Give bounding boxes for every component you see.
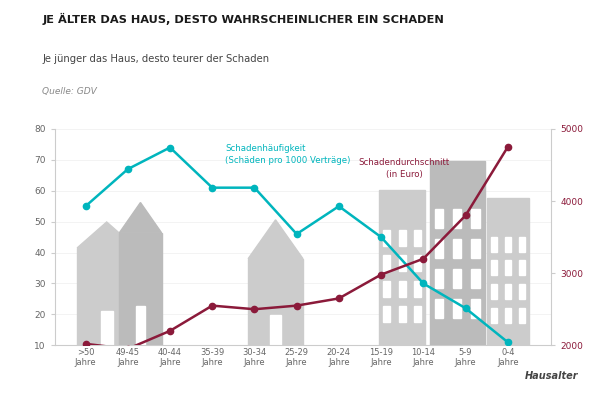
Bar	[453, 299, 461, 318]
Bar	[519, 260, 525, 275]
Bar	[415, 255, 421, 271]
Bar	[505, 285, 511, 299]
Text: JE ÄLTER DAS HAUS, DESTO WAHRSCHEINLICHER EIN SCHADEN: JE ÄLTER DAS HAUS, DESTO WAHRSCHEINLICHE…	[42, 12, 444, 25]
Bar	[453, 209, 461, 228]
Text: Je jünger das Haus, desto teurer der Schaden: Je jünger das Haus, desto teurer der Sch…	[42, 54, 270, 64]
Bar	[399, 230, 405, 246]
Bar	[519, 285, 525, 299]
Bar	[101, 311, 113, 345]
Bar	[471, 209, 479, 228]
Text: Schadenhäufigkeit
(Schäden pro 1000 Verträge): Schadenhäufigkeit (Schäden pro 1000 Vert…	[225, 144, 350, 165]
Polygon shape	[119, 203, 162, 233]
Bar	[487, 198, 529, 345]
Bar	[490, 237, 497, 252]
Text: Quelle: GDV: Quelle: GDV	[42, 87, 97, 97]
Bar	[490, 285, 497, 299]
Bar	[490, 308, 497, 323]
Bar	[383, 306, 390, 322]
Bar	[471, 269, 479, 288]
Bar	[136, 306, 145, 345]
Bar	[383, 255, 390, 271]
Bar	[383, 230, 390, 246]
Bar	[519, 237, 525, 252]
Polygon shape	[77, 222, 136, 248]
Bar	[379, 190, 425, 345]
Bar	[453, 269, 461, 288]
Bar	[435, 299, 443, 318]
Bar	[505, 237, 511, 252]
Bar	[490, 260, 497, 275]
Bar	[471, 299, 479, 318]
Bar	[453, 239, 461, 258]
Bar	[505, 260, 511, 275]
Text: Schadendurchschnitt
(in Euro): Schadendurchschnitt (in Euro)	[359, 158, 450, 179]
Bar	[505, 308, 511, 323]
Bar	[415, 281, 421, 297]
Bar	[435, 209, 443, 228]
Text: Hausalter: Hausalter	[525, 371, 579, 381]
Bar	[383, 281, 390, 297]
Bar	[415, 230, 421, 246]
Bar	[415, 306, 421, 322]
Bar	[519, 308, 525, 323]
Bar	[471, 239, 479, 258]
Bar	[435, 239, 443, 258]
Bar	[430, 161, 485, 345]
Bar	[77, 248, 136, 345]
Bar	[119, 233, 162, 345]
Bar	[399, 255, 405, 271]
Bar	[270, 315, 281, 345]
Polygon shape	[248, 220, 303, 259]
Bar	[435, 269, 443, 288]
Bar	[248, 259, 303, 345]
Bar	[399, 306, 405, 322]
Bar	[399, 281, 405, 297]
